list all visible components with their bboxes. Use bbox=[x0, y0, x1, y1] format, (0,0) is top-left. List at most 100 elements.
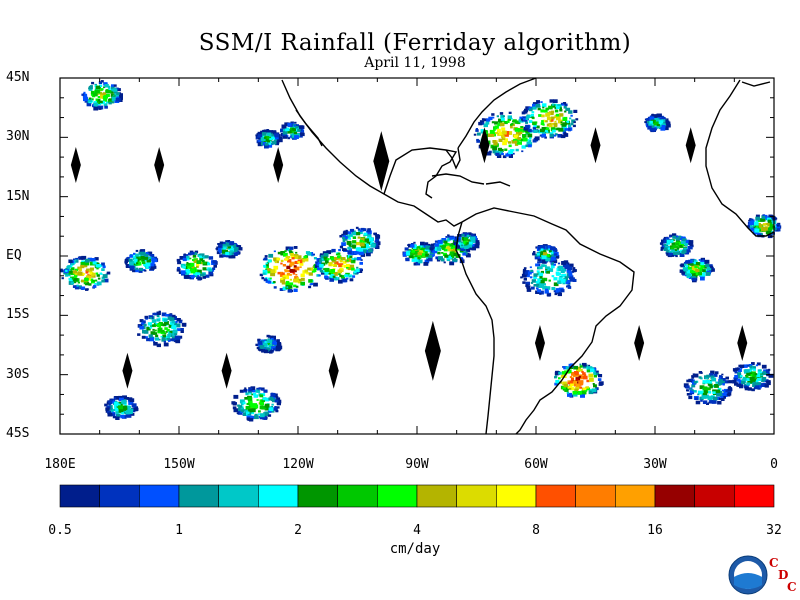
rain-pixel bbox=[197, 275, 200, 277]
rain-pixel bbox=[289, 251, 294, 255]
rain-pixel bbox=[468, 235, 472, 237]
rain-pixel bbox=[295, 274, 298, 276]
rain-pixel bbox=[368, 237, 373, 242]
rain-pixel bbox=[767, 368, 771, 371]
rain-pixel bbox=[411, 243, 414, 246]
rain-pixel bbox=[727, 387, 733, 391]
rain-pixel bbox=[265, 277, 268, 279]
rain-pixel bbox=[73, 258, 76, 261]
rain-pixel bbox=[348, 237, 351, 240]
rain-pixel bbox=[598, 382, 603, 386]
rain-pixel bbox=[650, 123, 655, 128]
rain-pixel bbox=[277, 138, 282, 142]
rain-pixel bbox=[507, 118, 511, 121]
rain-pixel bbox=[521, 150, 524, 153]
rain-pixel bbox=[132, 269, 136, 273]
rain-pixel bbox=[560, 121, 563, 123]
rain-pixel bbox=[557, 134, 562, 138]
rain-pixel bbox=[756, 377, 762, 382]
rain-pixel bbox=[289, 278, 292, 281]
rain-pixel bbox=[99, 100, 103, 104]
rain-pixel bbox=[767, 227, 773, 231]
rain-pixel bbox=[769, 222, 775, 227]
rain-pixel bbox=[449, 256, 453, 259]
rain-pixel bbox=[127, 256, 130, 260]
rain-pixel bbox=[186, 258, 190, 261]
rain-pixel bbox=[540, 122, 545, 126]
rain-pixel bbox=[702, 258, 705, 261]
rain-pixel bbox=[375, 241, 381, 246]
rain-pixel bbox=[247, 390, 252, 394]
rain-pixel bbox=[436, 258, 441, 262]
rain-pixel bbox=[653, 122, 656, 124]
rain-pixel bbox=[596, 370, 599, 373]
rain-pixel bbox=[261, 349, 266, 353]
rain-pixel bbox=[469, 247, 472, 250]
rain-pixel bbox=[331, 248, 336, 253]
rain-pixel bbox=[572, 390, 578, 395]
rain-pixel bbox=[308, 285, 312, 289]
rain-pixel bbox=[300, 259, 305, 263]
rain-pixel bbox=[695, 262, 700, 266]
rain-pixel bbox=[150, 331, 156, 335]
rain-pixel bbox=[743, 364, 748, 368]
rain-pixel bbox=[535, 102, 539, 105]
rain-pixel bbox=[419, 245, 422, 248]
rain-pixel bbox=[222, 245, 227, 249]
rain-pixel bbox=[592, 383, 595, 385]
rain-pixel bbox=[144, 336, 148, 339]
rain-pixel bbox=[193, 252, 198, 255]
rain-pixel bbox=[319, 263, 324, 268]
rain-pixel bbox=[235, 409, 238, 412]
rain-pixel bbox=[522, 134, 527, 138]
rain-pixel bbox=[452, 258, 457, 262]
rain-pixel bbox=[559, 113, 564, 117]
rain-pixel bbox=[574, 388, 579, 392]
rain-pixel bbox=[263, 129, 269, 134]
rain-pixel bbox=[722, 383, 725, 386]
colorbar-swatch bbox=[694, 484, 735, 508]
rain-pixel bbox=[196, 260, 202, 264]
rain-pixel bbox=[710, 371, 714, 374]
swath-gap bbox=[373, 131, 390, 192]
rain-pixel bbox=[695, 268, 700, 273]
lon-label: 30W bbox=[643, 457, 667, 472]
rain-pixel bbox=[165, 330, 168, 333]
rain-pixel bbox=[208, 270, 214, 275]
rain-pixel bbox=[135, 249, 139, 252]
rain-pixel bbox=[454, 257, 456, 260]
rain-pixel bbox=[375, 238, 380, 242]
rain-pixel bbox=[661, 239, 665, 243]
rain-pixel bbox=[162, 334, 167, 338]
colorbar-swatch bbox=[139, 484, 180, 508]
rain-pixel bbox=[762, 382, 766, 386]
rain-pixel bbox=[564, 376, 567, 378]
rain-pixel bbox=[447, 234, 450, 237]
rain-pixel bbox=[77, 256, 81, 259]
rain-pixel bbox=[293, 269, 296, 272]
rain-pixel bbox=[248, 415, 254, 420]
rain-pixel bbox=[568, 380, 573, 385]
rain-pixel bbox=[498, 121, 503, 124]
rain-pixel bbox=[749, 221, 754, 225]
rain-pixel bbox=[263, 265, 267, 268]
rain-pixel bbox=[564, 370, 568, 374]
coast-baja bbox=[295, 109, 323, 147]
rain-pixel bbox=[257, 390, 261, 393]
rain-pixel bbox=[543, 283, 546, 286]
rain-pixel bbox=[200, 273, 204, 277]
rain-pixel bbox=[78, 271, 83, 276]
rain-pixel bbox=[231, 401, 236, 405]
rain-pixel bbox=[91, 258, 95, 261]
rain-pixel bbox=[763, 369, 767, 372]
rain-pixel bbox=[449, 236, 453, 240]
rain-pixel bbox=[157, 327, 163, 332]
rain-pixel bbox=[554, 133, 558, 136]
rain-pixel bbox=[273, 281, 276, 284]
rain-pixel bbox=[81, 279, 85, 283]
rain-pixel bbox=[153, 332, 157, 335]
rain-pixel bbox=[686, 269, 692, 274]
rain-pixel bbox=[475, 241, 480, 246]
rain-pixel bbox=[108, 98, 112, 101]
rain-pixel bbox=[544, 109, 548, 113]
